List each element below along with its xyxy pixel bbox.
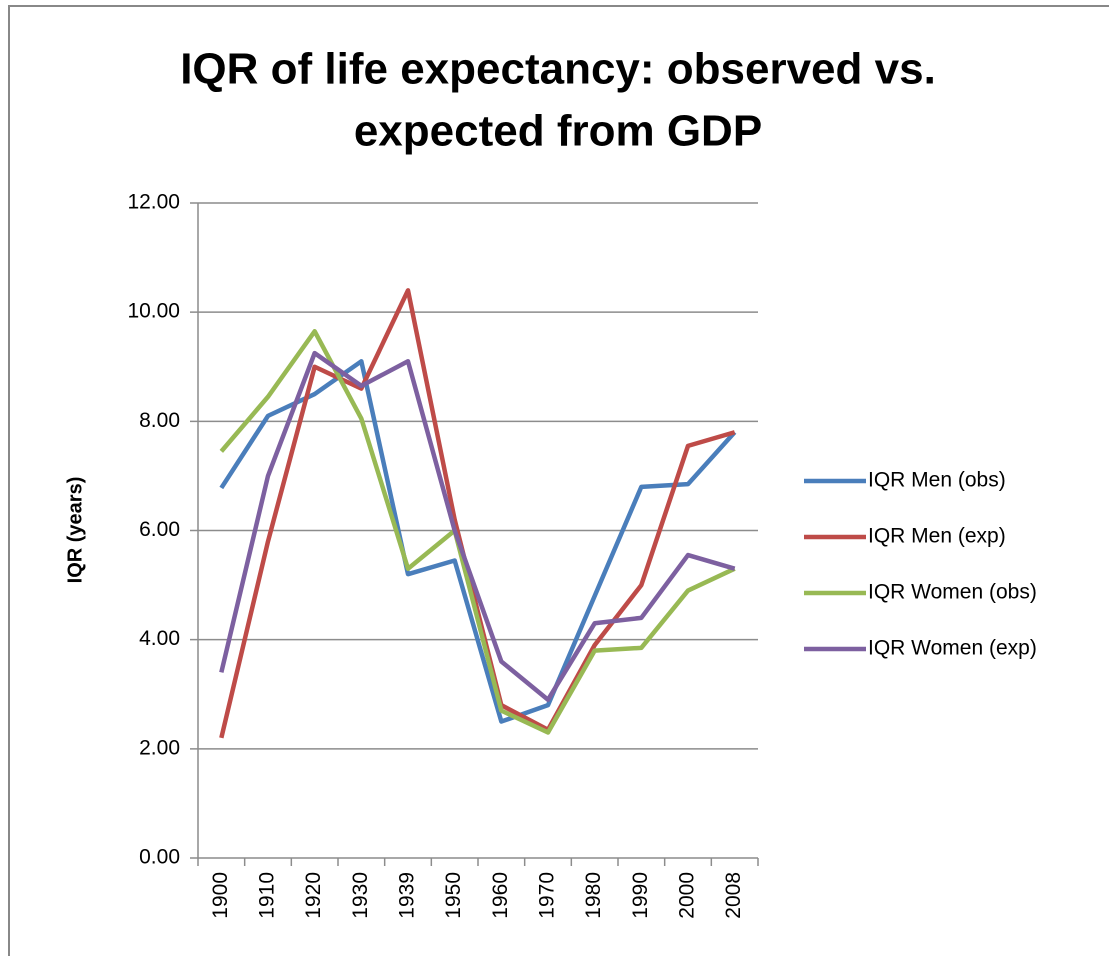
x-tick-label: 1930 [349,872,372,919]
y-tick-label: 6.00 [139,518,180,541]
y-tick-label: 12.00 [127,191,180,214]
x-tick-label: 2008 [722,872,745,919]
series-line [219,350,736,702]
chart-title: expected from GDP [354,107,762,156]
legend-label: IQR Women (obs) [868,581,1037,604]
x-tick-label: 1970 [536,872,559,919]
x-tick-label: 1910 [256,872,279,919]
x-tick-label: 1960 [489,872,512,919]
y-tick-label: 0.00 [139,846,180,869]
legend-label: IQR Women (exp) [868,637,1037,660]
x-tick-label: 1939 [396,872,419,919]
legend-label: IQR Men (obs) [868,469,1006,492]
chart-title: IQR of life expectancy: observed vs. [180,45,936,94]
y-tick-label: 2.00 [139,736,180,759]
x-tick-label: 1920 [302,872,325,919]
x-tick-label: 2000 [676,872,699,919]
x-tick-label: 1950 [442,872,465,919]
chart-frame [8,5,1109,956]
y-tick-label: 4.00 [139,627,180,650]
y-tick-label: 8.00 [139,409,180,432]
x-tick-label: 1990 [629,872,652,919]
legend-label: IQR Men (exp) [868,525,1006,548]
x-tick-label: 1980 [582,872,605,919]
y-axis-label: IQR (years) [64,477,86,584]
series-line [219,329,736,735]
x-tick-label: 1900 [209,872,232,919]
y-tick-label: 10.00 [127,300,180,323]
